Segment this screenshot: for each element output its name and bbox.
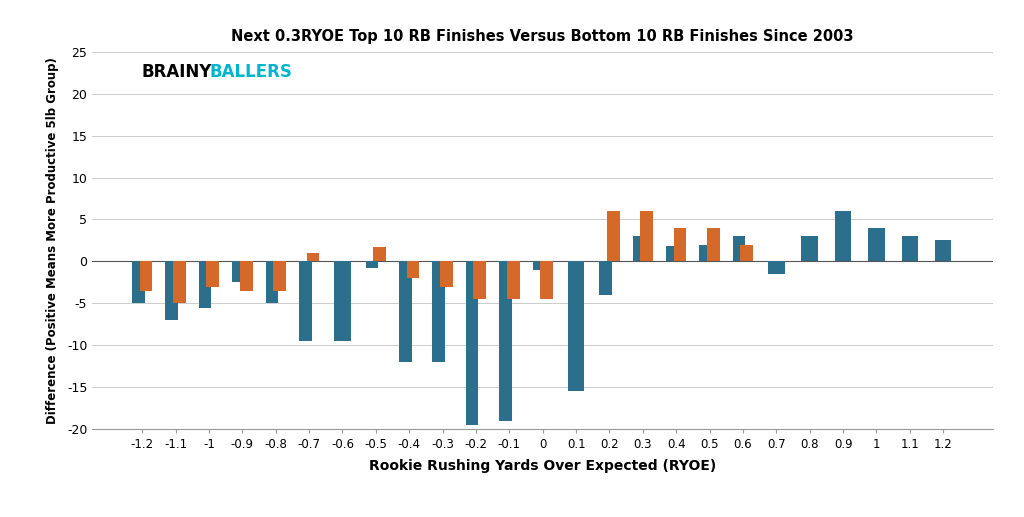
Text: BALLERS: BALLERS	[209, 63, 292, 81]
Bar	[432, 262, 445, 362]
Title: Next 0.3RYOE Top 10 RB Finishes Versus Bottom 10 RB Finishes Since 2003: Next 0.3RYOE Top 10 RB Finishes Versus B…	[231, 28, 854, 43]
Bar	[407, 262, 420, 278]
Bar	[473, 262, 486, 299]
Bar	[740, 245, 753, 262]
Bar	[935, 240, 951, 262]
Bar	[640, 211, 653, 262]
Bar	[532, 262, 545, 270]
Bar	[541, 262, 553, 299]
Bar	[265, 262, 279, 303]
Bar	[440, 262, 453, 286]
Bar	[132, 262, 144, 303]
Bar	[835, 211, 851, 262]
Bar	[232, 262, 245, 282]
Legend: Non-Unique Players, Unique Players: Non-Unique Players, Unique Players	[400, 513, 685, 517]
Bar	[607, 211, 620, 262]
Bar	[666, 246, 679, 262]
Bar	[374, 247, 386, 262]
Bar	[699, 245, 712, 262]
Bar	[366, 262, 378, 268]
Bar	[599, 262, 612, 295]
Bar	[466, 262, 478, 425]
Bar	[568, 262, 585, 391]
X-axis label: Rookie Rushing Yards Over Expected (RYOE): Rookie Rushing Yards Over Expected (RYOE…	[369, 460, 717, 474]
Bar	[139, 262, 153, 291]
Bar	[173, 262, 185, 303]
Y-axis label: Difference (Positive Means More Productive 5lb Group): Difference (Positive Means More Producti…	[46, 57, 58, 424]
Bar	[306, 253, 319, 262]
Bar	[240, 262, 253, 291]
Bar	[273, 262, 286, 291]
Bar	[674, 228, 686, 262]
Bar	[768, 262, 784, 274]
Bar	[868, 228, 885, 262]
Bar	[708, 228, 720, 262]
Bar	[802, 236, 818, 262]
Bar	[207, 262, 219, 286]
Bar	[901, 236, 919, 262]
Bar	[499, 262, 512, 421]
Bar	[166, 262, 178, 320]
Bar	[199, 262, 212, 308]
Bar	[507, 262, 519, 299]
Bar	[733, 236, 745, 262]
Bar	[633, 236, 645, 262]
Bar	[399, 262, 412, 362]
Text: BRAINY: BRAINY	[141, 63, 212, 81]
Bar	[334, 262, 350, 341]
Bar	[299, 262, 311, 341]
